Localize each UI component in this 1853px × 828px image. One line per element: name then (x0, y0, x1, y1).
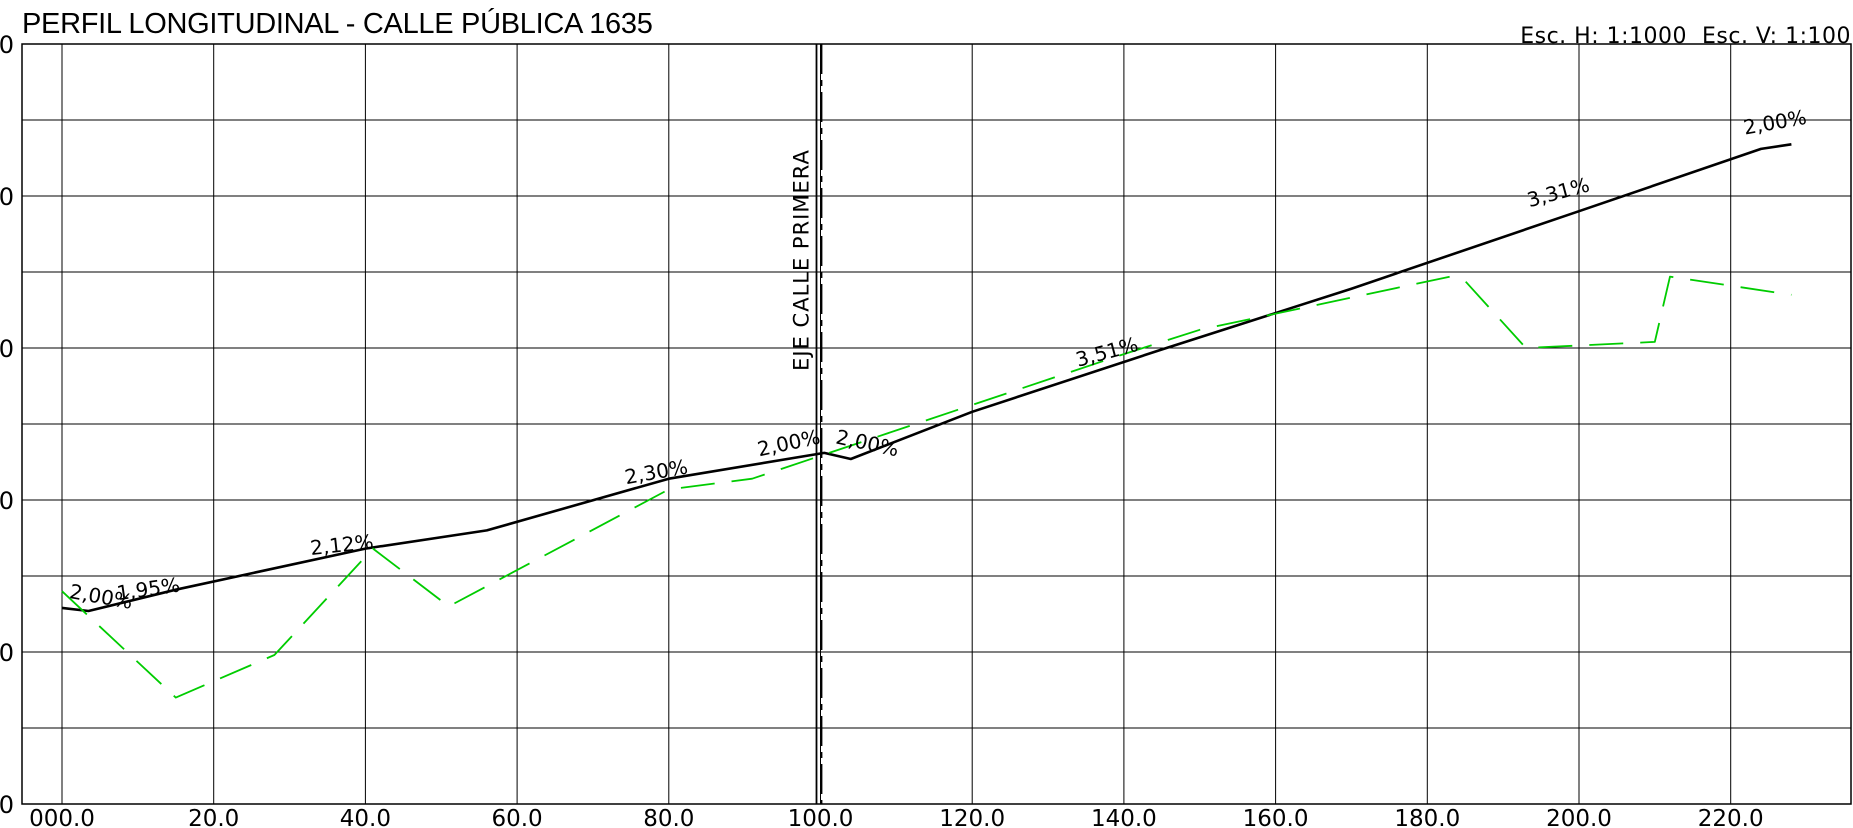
x-tick-label: 000.0 (29, 806, 95, 828)
slope-label: 2,30% (623, 454, 690, 489)
x-tick-label: 20.0 (188, 806, 239, 828)
y-tick-label: 0 (0, 31, 14, 59)
x-tick-label: 140.0 (1091, 806, 1157, 828)
chart-title: PERFIL LONGITUDINAL - CALLE PÚBLICA 1635 (22, 8, 653, 40)
x-tick-label: 220.0 (1698, 806, 1764, 828)
y-tick-label: 0 (0, 639, 14, 667)
annotations: 2,00%1,95%2,12%2,30%2,00% 2,00%3,51%3,31%… (68, 105, 1809, 614)
terrain-line (61, 275, 1792, 699)
x-tick-label: 200.0 (1546, 806, 1612, 828)
slope-label: 3,51% (1073, 332, 1141, 372)
y-tick-label: 0 (0, 487, 14, 515)
slope-label: 2,12% (309, 529, 375, 560)
y-tick-label: 0 (0, 335, 14, 363)
vertical-marker: EJE CALLE PRIMERA (790, 44, 823, 804)
x-tick-label: 80.0 (643, 806, 694, 828)
y-tick-label: 0 (0, 183, 14, 211)
tick-labels: 000.0 20.0 40.0 60.0 80.0 100.0 120.0 140.0 160.… (0, 31, 1764, 828)
slope-label: 1,95% (115, 573, 181, 606)
grid (21, 43, 1852, 805)
slope-label: 3,31% (1524, 172, 1592, 212)
x-tick-label: 180.0 (1394, 806, 1460, 828)
x-tick-label: 40.0 (340, 806, 391, 828)
slope-label: 2,00% (834, 425, 901, 462)
x-tick-label: 120.0 (939, 806, 1005, 828)
scale-label: Esc. H: 1:1000 Esc. V: 1:100 (1520, 24, 1851, 49)
x-tick-label: 100.0 (788, 806, 854, 828)
slope-label: 2,00% (1742, 105, 1809, 140)
x-tick-label: 160.0 (1243, 806, 1309, 828)
marker-label: EJE CALLE PRIMERA (790, 149, 814, 371)
series-group (61, 143, 1792, 699)
grade-line (61, 143, 1792, 613)
y-tick-label: 0 (0, 791, 14, 819)
x-tick-label: 60.0 (491, 806, 542, 828)
